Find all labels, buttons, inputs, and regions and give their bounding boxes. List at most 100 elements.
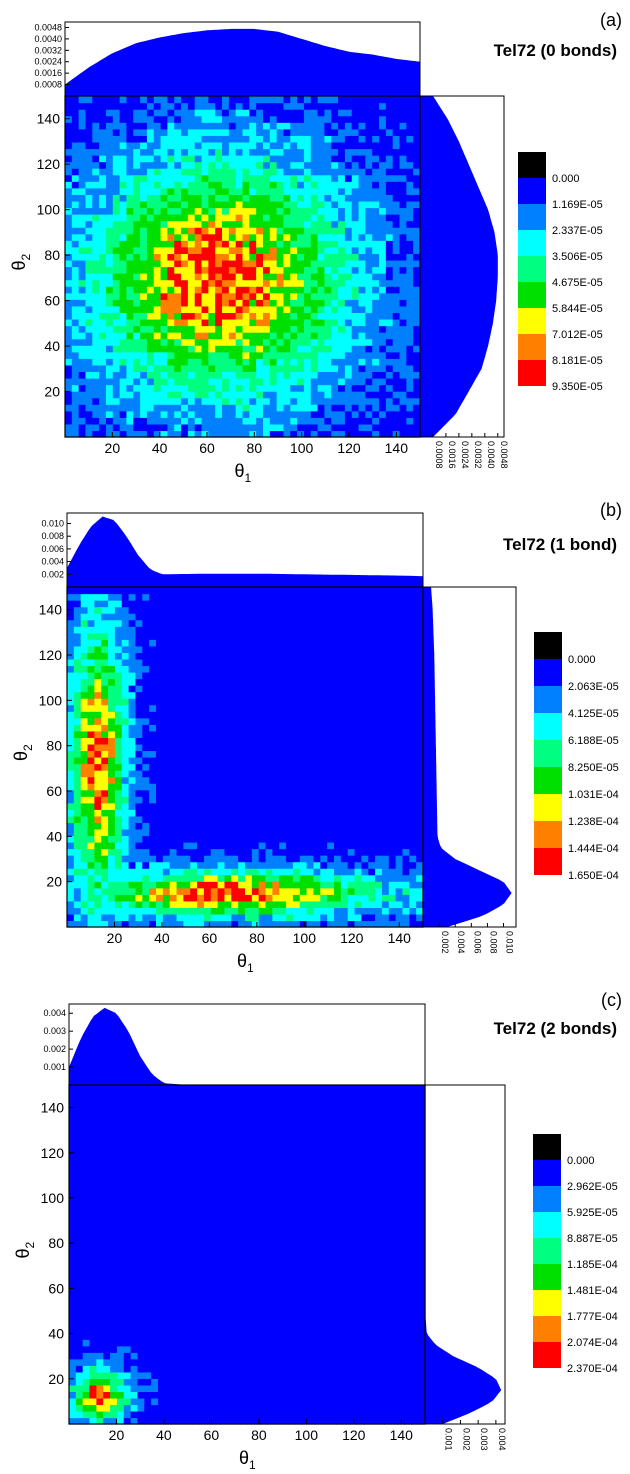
heatmap-cell	[85, 319, 92, 326]
heatmap-cell	[304, 227, 311, 234]
heatmap-cell	[163, 790, 170, 797]
heatmap-cell	[120, 339, 127, 346]
heatmap-cell	[74, 842, 81, 849]
heatmap-cell	[167, 207, 174, 214]
heatmap-cell	[106, 129, 113, 136]
heatmap-cell	[249, 267, 256, 274]
heatmap-cell	[341, 803, 348, 810]
heatmap-cell	[108, 652, 115, 659]
heatmap-cell	[190, 868, 197, 875]
heatmap-cell	[249, 142, 256, 149]
heatmap-cell	[81, 698, 88, 705]
heatmap-cell	[149, 685, 156, 692]
heatmap-cell	[154, 358, 161, 365]
heatmap-cell	[272, 659, 279, 666]
heatmap-cell	[252, 750, 259, 757]
heatmap-cell	[115, 698, 122, 705]
heatmap-cell	[67, 659, 74, 666]
heatmap-cell	[120, 155, 127, 162]
heatmap-cell	[218, 744, 225, 751]
heatmap-cell	[115, 907, 122, 914]
heatmap-cell	[115, 692, 122, 699]
heatmap-cell	[74, 822, 81, 829]
heatmap-cell	[222, 365, 229, 372]
heatmap-cell	[142, 679, 149, 686]
heatmap-cell	[67, 914, 74, 921]
heatmap-cell	[108, 731, 115, 738]
heatmap-cell	[379, 148, 386, 155]
heatmap-cell	[263, 129, 270, 136]
heatmap-cell	[231, 679, 238, 686]
heatmap-cell	[188, 365, 195, 372]
heatmap-cell	[156, 672, 163, 679]
heatmap-cell	[331, 286, 338, 293]
heatmap-cell	[256, 319, 263, 326]
heatmap-cell	[290, 286, 297, 293]
heatmap-cell	[379, 221, 386, 228]
heatmap-cell	[318, 221, 325, 228]
heatmap-cell	[188, 109, 195, 116]
heatmap-cell	[304, 371, 311, 378]
heatmap-cell	[236, 253, 243, 260]
heatmap-cell	[99, 194, 106, 201]
heatmap-cell	[304, 103, 311, 110]
heatmap-cell	[379, 352, 386, 359]
heatmap-cell	[215, 240, 222, 247]
heatmap-cell	[120, 358, 127, 365]
heatmap-cell	[348, 849, 355, 856]
heatmap-cell	[174, 260, 181, 267]
heatmap-cell	[231, 888, 238, 895]
heatmap-cell	[406, 280, 413, 287]
heatmap-cell	[142, 646, 149, 653]
heatmap-cell	[355, 849, 362, 856]
heatmap-cell	[81, 646, 88, 653]
heatmap-cell	[149, 731, 156, 738]
heatmap-cell	[313, 705, 320, 712]
x-tick-label: 120	[337, 440, 361, 456]
heatmap-cell	[177, 718, 184, 725]
heatmap-cell	[74, 652, 81, 659]
heatmap-cell	[190, 613, 197, 620]
heatmap-cell	[181, 227, 188, 234]
heatmap-cell	[400, 391, 407, 398]
heatmap-cell	[204, 757, 211, 764]
heatmap-cell	[218, 737, 225, 744]
heatmap-cell	[142, 822, 149, 829]
heatmap-cell	[259, 750, 266, 757]
heatmap-cell	[183, 822, 190, 829]
heatmap-cell	[94, 718, 101, 725]
heatmap-cell	[277, 345, 284, 352]
heatmap-cell	[393, 358, 400, 365]
heatmap-cell	[313, 770, 320, 777]
heatmap-cell	[259, 796, 266, 803]
heatmap-cell	[259, 659, 266, 666]
heatmap-cell	[270, 214, 277, 221]
heatmap-cell	[67, 809, 74, 816]
heatmap-cell	[270, 201, 277, 208]
heatmap-cell	[99, 339, 106, 346]
heatmap-cell	[147, 339, 154, 346]
heatmap-cell	[297, 181, 304, 188]
heatmap-cell	[122, 770, 129, 777]
heatmap-cell	[245, 692, 252, 699]
heatmap-cell	[341, 607, 348, 614]
heatmap-cell	[140, 129, 147, 136]
heatmap-cell	[120, 411, 127, 418]
heatmap-cell	[190, 639, 197, 646]
heatmap-cell	[88, 698, 95, 705]
heatmap-cell	[300, 587, 307, 594]
heatmap-cell	[101, 803, 108, 810]
heatmap-cell	[229, 358, 236, 365]
heatmap-cell	[170, 757, 177, 764]
heatmap-cell	[334, 744, 341, 751]
heatmap-cell	[126, 404, 133, 411]
heatmap-cell	[74, 665, 81, 672]
heatmap-cell	[348, 862, 355, 869]
heatmap-cell	[92, 332, 99, 339]
heatmap-cell	[345, 391, 352, 398]
heatmap-cell	[215, 129, 222, 136]
heatmap-cell	[290, 227, 297, 234]
heatmap-cell	[259, 914, 266, 921]
heatmap-cell	[313, 862, 320, 869]
heatmap-cell	[79, 358, 86, 365]
